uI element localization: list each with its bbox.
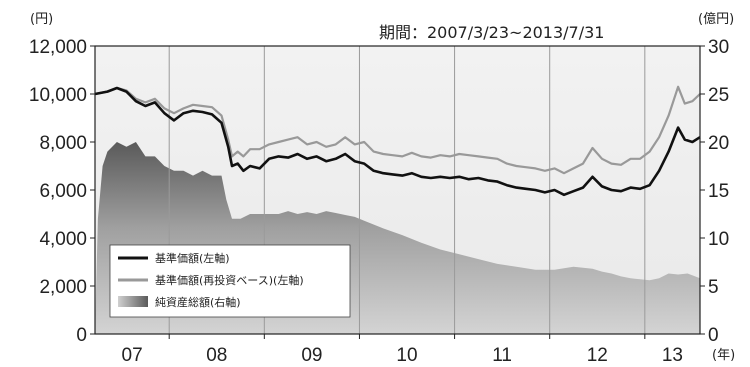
legend-label-net-assets: 純資産総額(右軸)	[155, 295, 241, 309]
left-tick-label: 12,000	[29, 37, 87, 58]
right-tick-label: 15	[708, 181, 729, 202]
x-tick-label: 10	[396, 345, 417, 366]
x-tick-label: 09	[301, 345, 322, 366]
left-tick-label: 6,000	[39, 181, 87, 202]
series-nav-reinvested-line	[94, 85, 701, 175]
right-tick-label: 25	[708, 85, 729, 106]
left-tick-label: 0	[76, 325, 87, 346]
x-tick-label: 08	[206, 345, 227, 366]
left-tick-label: 4,000	[39, 229, 87, 250]
left-axis: 0 2,000 4,000 6,000 8,000 10,000 12,000	[29, 37, 95, 346]
series-nav-line	[94, 86, 701, 197]
right-axis: 0 5 10 15 20 25 30	[700, 37, 729, 346]
left-tick-label: 10,000	[29, 85, 87, 106]
left-tick-label: 2,000	[39, 277, 87, 298]
x-axis: 07 08 09 10 11 12 13	[122, 334, 683, 366]
left-tick-label: 8,000	[39, 133, 87, 154]
left-axis-unit: (円)	[30, 12, 53, 27]
right-axis-unit: (億円)	[698, 11, 734, 27]
x-axis-unit: (年)	[712, 348, 735, 363]
x-tick-label: 07	[122, 345, 143, 366]
period-label: 期間：2007/3/23~2013/7/31	[379, 23, 605, 42]
right-tick-label: 5	[708, 277, 719, 298]
x-tick-label: 13	[662, 345, 683, 366]
legend-box	[109, 244, 351, 318]
x-tick-label: 12	[587, 345, 608, 366]
legend-label-nav-reinvested: 基準価額(再投資ベース)(左軸)	[155, 273, 304, 287]
legend-swatch-net-assets	[118, 296, 148, 307]
legend: 基準価額(左軸) 基準価額(再投資ベース)(左軸) 純資産総額(右軸)	[109, 244, 351, 318]
right-tick-label: 10	[708, 229, 729, 250]
right-tick-label: 30	[708, 37, 729, 58]
right-tick-label: 20	[708, 133, 729, 154]
legend-label-nav: 基準価額(左軸)	[155, 251, 230, 265]
x-tick-label: 11	[492, 345, 512, 366]
right-tick-label: 0	[708, 325, 719, 346]
line-series-layer	[94, 85, 701, 197]
